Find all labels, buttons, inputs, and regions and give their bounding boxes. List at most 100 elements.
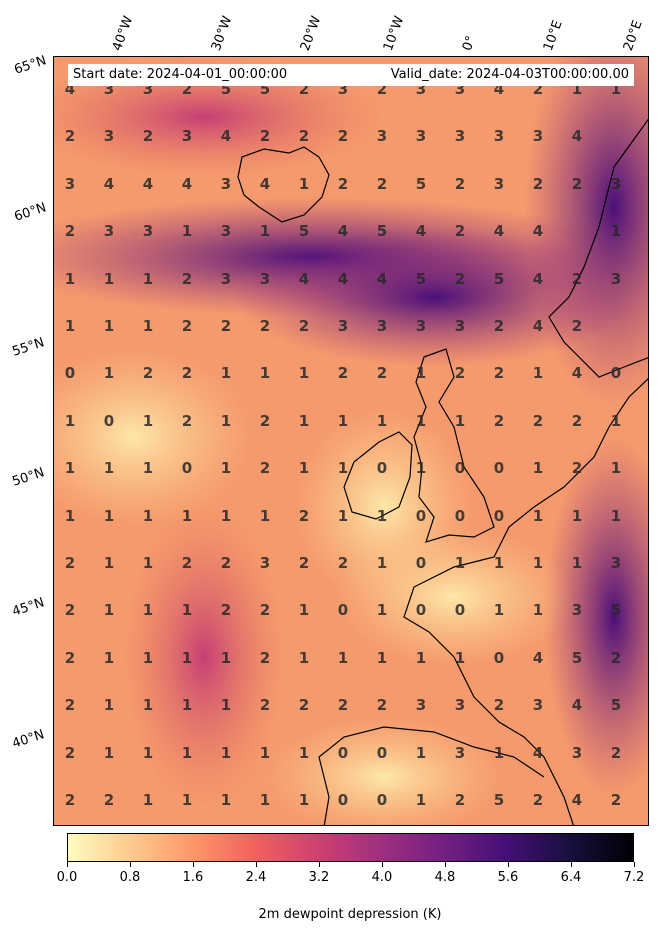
grid-value: 1 (103, 269, 115, 288)
grid-value: 5 (610, 601, 622, 620)
grid-value: 1 (142, 648, 154, 667)
grid-value: 2 (493, 364, 505, 383)
grid-value: 3 (610, 554, 622, 572)
grid-value: 1 (103, 506, 115, 525)
grid-value: 0 (454, 601, 466, 620)
colorbar-tick-mark (508, 862, 509, 867)
colorbar-tick-mark (256, 862, 257, 867)
field-dark-band (544, 437, 648, 797)
grid-value: 2 (532, 791, 544, 809)
info-box: Start date: 2024-04-01_00:00:00 Valid_da… (68, 64, 634, 86)
grid-value: 1 (64, 506, 76, 525)
grid-value: 1 (376, 554, 388, 572)
grid-value: 2 (298, 554, 310, 572)
grid-value: 4 (103, 174, 115, 193)
coastline-iberia (318, 726, 545, 825)
grid-value: 5 (259, 80, 271, 98)
grid-value: 1 (610, 459, 622, 478)
grid-value: 3 (337, 80, 349, 98)
grid-value: 2 (259, 411, 271, 430)
grid-value: 2 (64, 127, 76, 146)
grid-value: 3 (493, 127, 505, 146)
grid-value: 1 (142, 411, 154, 430)
grid-value: 1 (220, 506, 232, 525)
colorbar-tick-label: 0.0 (56, 870, 78, 885)
lon-label-10e: 10°E (540, 18, 566, 53)
colorbar-tick-mark (193, 862, 194, 867)
grid-value: 2 (337, 696, 349, 715)
grid-value: 1 (142, 459, 154, 478)
grid-value: 2 (142, 364, 154, 383)
grid-value: 1 (571, 506, 583, 525)
grid-value: 0 (493, 648, 505, 667)
grid-value: 1 (142, 506, 154, 525)
grid-value: 3 (571, 743, 583, 762)
grid-value: 4 (493, 80, 505, 98)
lon-label-20e: 20°E (620, 18, 646, 53)
grid-value: 1 (532, 601, 544, 620)
grid-value: 0 (64, 364, 76, 383)
grid-value: 5 (376, 222, 388, 241)
grid-value: 5 (493, 269, 505, 288)
grid-value: 3 (415, 127, 427, 146)
grid-value: 1 (415, 743, 427, 762)
grid-value: 4 (259, 174, 271, 193)
grid-value: 3 (376, 127, 388, 146)
grid-value: 2 (64, 222, 76, 241)
grid-value: 1 (103, 364, 115, 383)
grid-value: 1 (454, 648, 466, 667)
grid-value: 4 (532, 743, 544, 762)
grid-value: 2 (454, 269, 466, 288)
grid-value: 4 (532, 222, 544, 241)
grid-value: 1 (493, 601, 505, 620)
grid-value: 1 (298, 174, 310, 193)
grid-value: 2 (298, 80, 310, 98)
grid-value: 1 (298, 791, 310, 809)
grid-value: 1 (259, 222, 271, 241)
grid-value: 1 (610, 80, 622, 98)
grid-value: 1 (103, 743, 115, 762)
colorbar (67, 833, 634, 862)
coastline-europe (403, 378, 648, 825)
grid-value: 2 (454, 364, 466, 383)
grid-value: 1 (220, 411, 232, 430)
grid-value: 1 (259, 791, 271, 809)
field-light-area (264, 717, 504, 825)
grid-value: 1 (259, 743, 271, 762)
grid-value: 2 (64, 648, 76, 667)
field-dark-band (524, 57, 648, 407)
grid-value: 2 (64, 554, 76, 572)
grid-value: 2 (259, 601, 271, 620)
grid-value: 2 (376, 174, 388, 193)
grid-value: 2 (454, 222, 466, 241)
grid-value: 1 (610, 506, 622, 525)
grid-value: 2 (298, 506, 310, 525)
grid-value: 1 (337, 506, 349, 525)
grid-value: 2 (532, 80, 544, 98)
grid-value: 2 (181, 364, 193, 383)
grid-value: 4 (337, 222, 349, 241)
grid-value: 1 (64, 459, 76, 478)
grid-value: 1 (220, 743, 232, 762)
grid-value: 1 (220, 459, 232, 478)
grid-value: 2 (376, 696, 388, 715)
colorbar-tick-label: 4.0 (371, 870, 393, 885)
grid-value: 1 (532, 459, 544, 478)
grid-value: 2 (298, 696, 310, 715)
lat-label-50n: 50°N (10, 465, 47, 490)
grid-value: 2 (181, 554, 193, 572)
grid-value: 1 (142, 601, 154, 620)
grid-value: 3 (571, 601, 583, 620)
grid-value: 1 (142, 269, 154, 288)
grid-value: 4 (532, 648, 544, 667)
lon-label-40w: 40°W (109, 14, 137, 53)
grid-value: 3 (454, 80, 466, 98)
lat-label-45n: 45°N (10, 595, 47, 620)
grid-value: 1 (142, 554, 154, 572)
grid-value: 3 (103, 222, 115, 241)
grid-value: 1 (610, 222, 622, 241)
grid-value: 1 (259, 506, 271, 525)
lat-label-60n: 60°N (12, 200, 49, 225)
grid-value: 2 (493, 317, 505, 335)
grid-value: 2 (532, 174, 544, 193)
